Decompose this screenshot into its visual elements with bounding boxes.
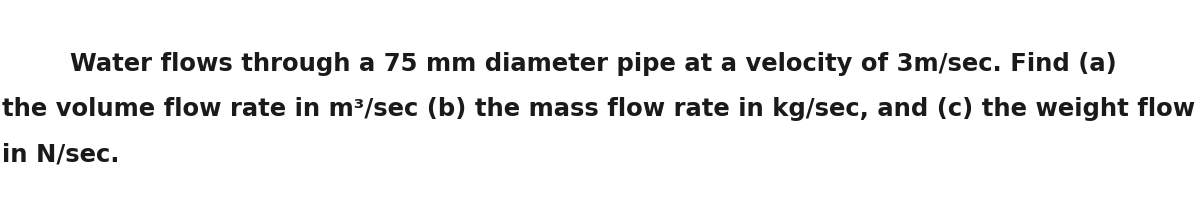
Text: the volume flow rate in m³/sec (b) the mass flow rate in kg/sec, and (c) the wei: the volume flow rate in m³/sec (b) the m… — [2, 97, 1200, 120]
Text: Water flows through a 75 mm diameter pipe at a velocity of 3m/sec. Find (a): Water flows through a 75 mm diameter pip… — [2, 52, 1117, 76]
Text: in N/sec.: in N/sec. — [2, 141, 120, 165]
